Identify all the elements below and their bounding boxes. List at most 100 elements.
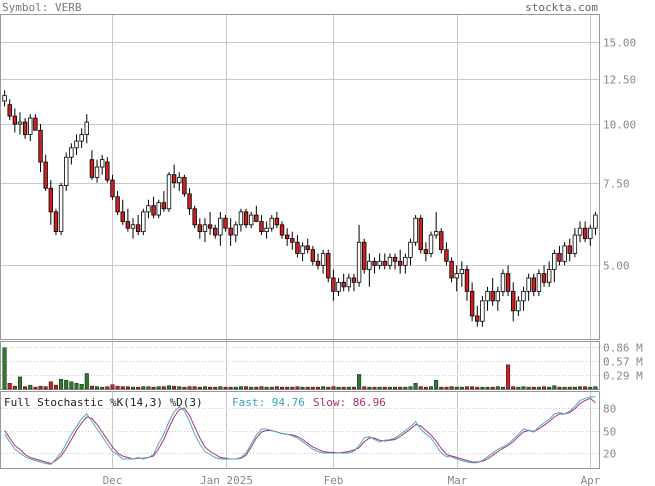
candle-body xyxy=(356,241,362,283)
candle-body xyxy=(28,117,33,135)
volume-bar xyxy=(439,386,444,390)
candle-body xyxy=(557,253,562,262)
candle-body xyxy=(182,176,187,195)
candle-body xyxy=(7,104,12,117)
volume-bar xyxy=(588,386,593,390)
volume-bar xyxy=(398,386,403,390)
candle-body xyxy=(279,224,285,236)
volume-bar xyxy=(326,386,331,390)
volume-bar xyxy=(418,386,423,390)
volume-tick-label: 0.29 M xyxy=(603,370,643,383)
candle-body xyxy=(202,224,208,233)
volume-bar xyxy=(382,386,387,390)
volume-bar xyxy=(572,386,577,390)
candle-body xyxy=(346,277,352,288)
volume-bar xyxy=(357,374,362,390)
candle-body xyxy=(588,227,593,240)
volume-bar xyxy=(136,386,141,390)
volume-bar xyxy=(290,386,295,390)
volume-bar xyxy=(552,385,557,390)
candle-body xyxy=(403,256,408,266)
candle-body xyxy=(372,260,377,266)
candle-body xyxy=(362,241,367,270)
volume-bar xyxy=(120,386,125,390)
candle-body xyxy=(495,290,501,302)
volume-bar xyxy=(454,386,459,390)
volume-bar xyxy=(444,386,449,390)
volume-bar xyxy=(321,386,326,390)
candle-body xyxy=(233,224,238,236)
price-tick-label: 15.00 xyxy=(603,37,636,50)
price-tick-label: 12.50 xyxy=(603,74,636,87)
candle-body xyxy=(213,227,218,236)
candle-body xyxy=(290,238,295,243)
stochastic-tick-label: 80 xyxy=(603,403,616,416)
candle-body xyxy=(166,174,172,210)
volume-bar xyxy=(131,386,136,390)
volume-bar xyxy=(387,386,392,390)
candle-body xyxy=(146,205,151,213)
stochastic-fast-label: Fast: 94.76 xyxy=(232,396,305,409)
candle-body xyxy=(572,234,578,254)
candle-body xyxy=(310,249,316,262)
volume-bar xyxy=(208,386,213,390)
volume-bar xyxy=(393,386,398,390)
volume-bar xyxy=(542,386,547,390)
volume-bar xyxy=(115,385,120,390)
candle-body xyxy=(43,161,48,189)
candle-body xyxy=(74,140,79,149)
volume-bar xyxy=(423,386,428,390)
candle-body xyxy=(582,227,588,240)
candle-body xyxy=(141,211,146,233)
candle-body xyxy=(84,121,89,135)
candle-body xyxy=(2,95,7,102)
volume-bar xyxy=(362,386,367,390)
volume-bar xyxy=(280,386,285,390)
candle-body xyxy=(79,134,84,142)
volume-bar xyxy=(213,386,218,390)
volume-bar xyxy=(403,386,408,390)
volume-bar xyxy=(43,386,48,390)
volume-bar xyxy=(69,381,74,390)
volume-bar xyxy=(64,380,69,390)
volume-bar xyxy=(172,385,177,390)
volume-bar xyxy=(449,386,454,390)
candle-body xyxy=(567,245,572,254)
volume-bar xyxy=(567,386,572,390)
volume-bar xyxy=(305,386,310,390)
price-tick-label: 10.00 xyxy=(603,119,636,132)
volume-bar xyxy=(300,386,305,390)
candle-body xyxy=(161,202,167,210)
volume-bar xyxy=(593,386,598,390)
x-tick-label: Mar xyxy=(448,474,468,486)
candle-body xyxy=(295,241,300,254)
volume-bar xyxy=(475,386,480,390)
volume-bar xyxy=(84,373,89,390)
candle-body xyxy=(228,227,233,236)
candle-body xyxy=(480,300,485,322)
volume-bar xyxy=(151,386,156,390)
volume-bar xyxy=(310,386,315,390)
candle-body xyxy=(552,253,557,270)
candle-body xyxy=(367,260,372,270)
candle-body xyxy=(377,260,382,266)
candle-body xyxy=(382,260,387,266)
candle-body xyxy=(505,273,511,292)
candle-body xyxy=(48,187,54,213)
volume-bar xyxy=(105,386,110,390)
candle-body xyxy=(546,269,552,283)
candle-body xyxy=(593,214,598,229)
volume-bar xyxy=(315,386,320,390)
candle-body xyxy=(105,161,110,181)
volume-bar xyxy=(48,381,53,390)
volume-bar xyxy=(274,386,279,390)
stochastic-fast-line xyxy=(4,396,596,465)
volume-bar xyxy=(2,347,7,390)
volume-bar xyxy=(351,386,356,390)
volume-bar xyxy=(485,386,490,390)
volume-bar xyxy=(336,386,341,390)
volume-bar xyxy=(146,386,151,390)
volume-bar xyxy=(166,385,171,390)
volume-bar xyxy=(557,386,562,390)
